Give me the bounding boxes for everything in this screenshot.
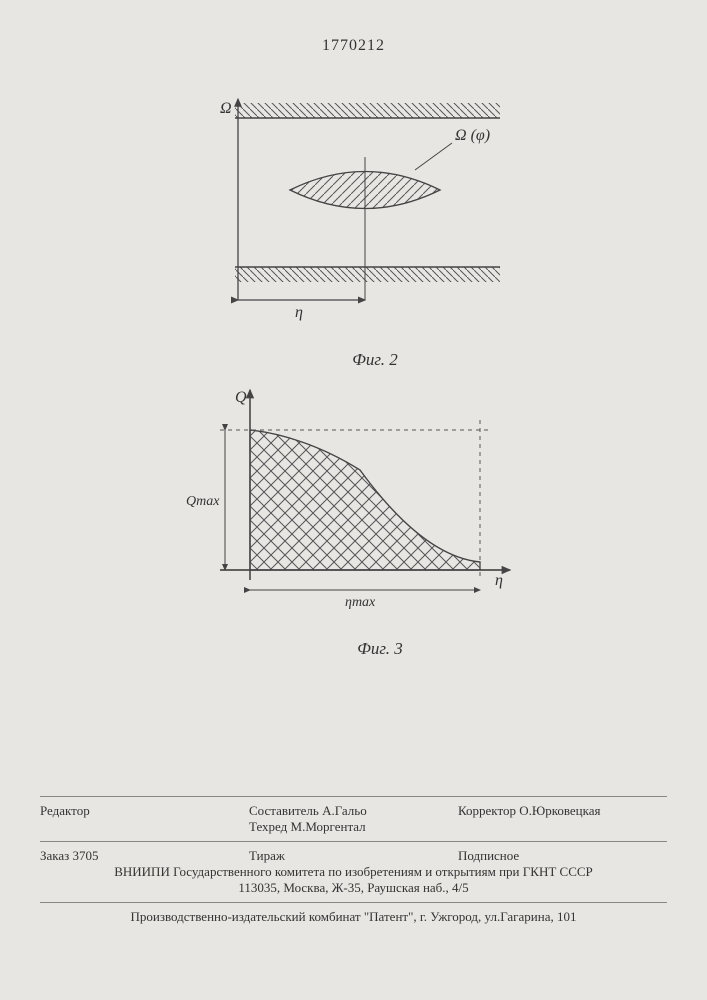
fig3-yaxis-label: Q: [235, 389, 247, 406]
fig3-ylevel-label: Qmax: [186, 494, 220, 509]
fig3-caption: Фиг. 3: [240, 639, 520, 659]
compiler-line: Составитель А.Гальо: [249, 803, 458, 819]
editor-label: Редактор: [40, 803, 249, 835]
org-line2: 113035, Москва, Ж-35, Раушская наб., 4/5: [40, 880, 667, 896]
corrector-line: Корректор О.Юрковецкая: [458, 803, 667, 835]
tirazh-label: Тираж: [249, 848, 458, 864]
org-line1: ВНИИПИ Государственного комитета по изоб…: [40, 864, 667, 880]
order-line: Заказ 3705: [40, 848, 249, 864]
fig2-curve-label: Ω (φ): [455, 127, 490, 144]
footer: Редактор Составитель А.Гальо Техред М.Мо…: [40, 790, 667, 925]
figure-3: Q η Qmax ηmax Фиг. 3: [180, 380, 520, 659]
fig2-yaxis-label: Ω: [220, 100, 232, 117]
fig3-xaxis-label: η: [495, 572, 503, 589]
figure-2: Ω (φ) Ω η Фиг. 2: [180, 95, 510, 370]
fig2-dim-label: η: [295, 304, 303, 321]
page-number: 1770212: [322, 37, 385, 55]
fig3-xlevel-label: ηmax: [345, 595, 376, 610]
fig2-caption: Фиг. 2: [240, 350, 510, 370]
podpisnoe-label: Подписное: [458, 848, 667, 864]
fig2-svg: Ω (φ) Ω η: [180, 95, 510, 345]
fig3-svg: Q η Qmax ηmax: [180, 380, 520, 630]
bottom-line: Производственно-издательский комбинат "П…: [40, 909, 667, 925]
techred-line: Техред М.Моргентал: [249, 819, 458, 835]
